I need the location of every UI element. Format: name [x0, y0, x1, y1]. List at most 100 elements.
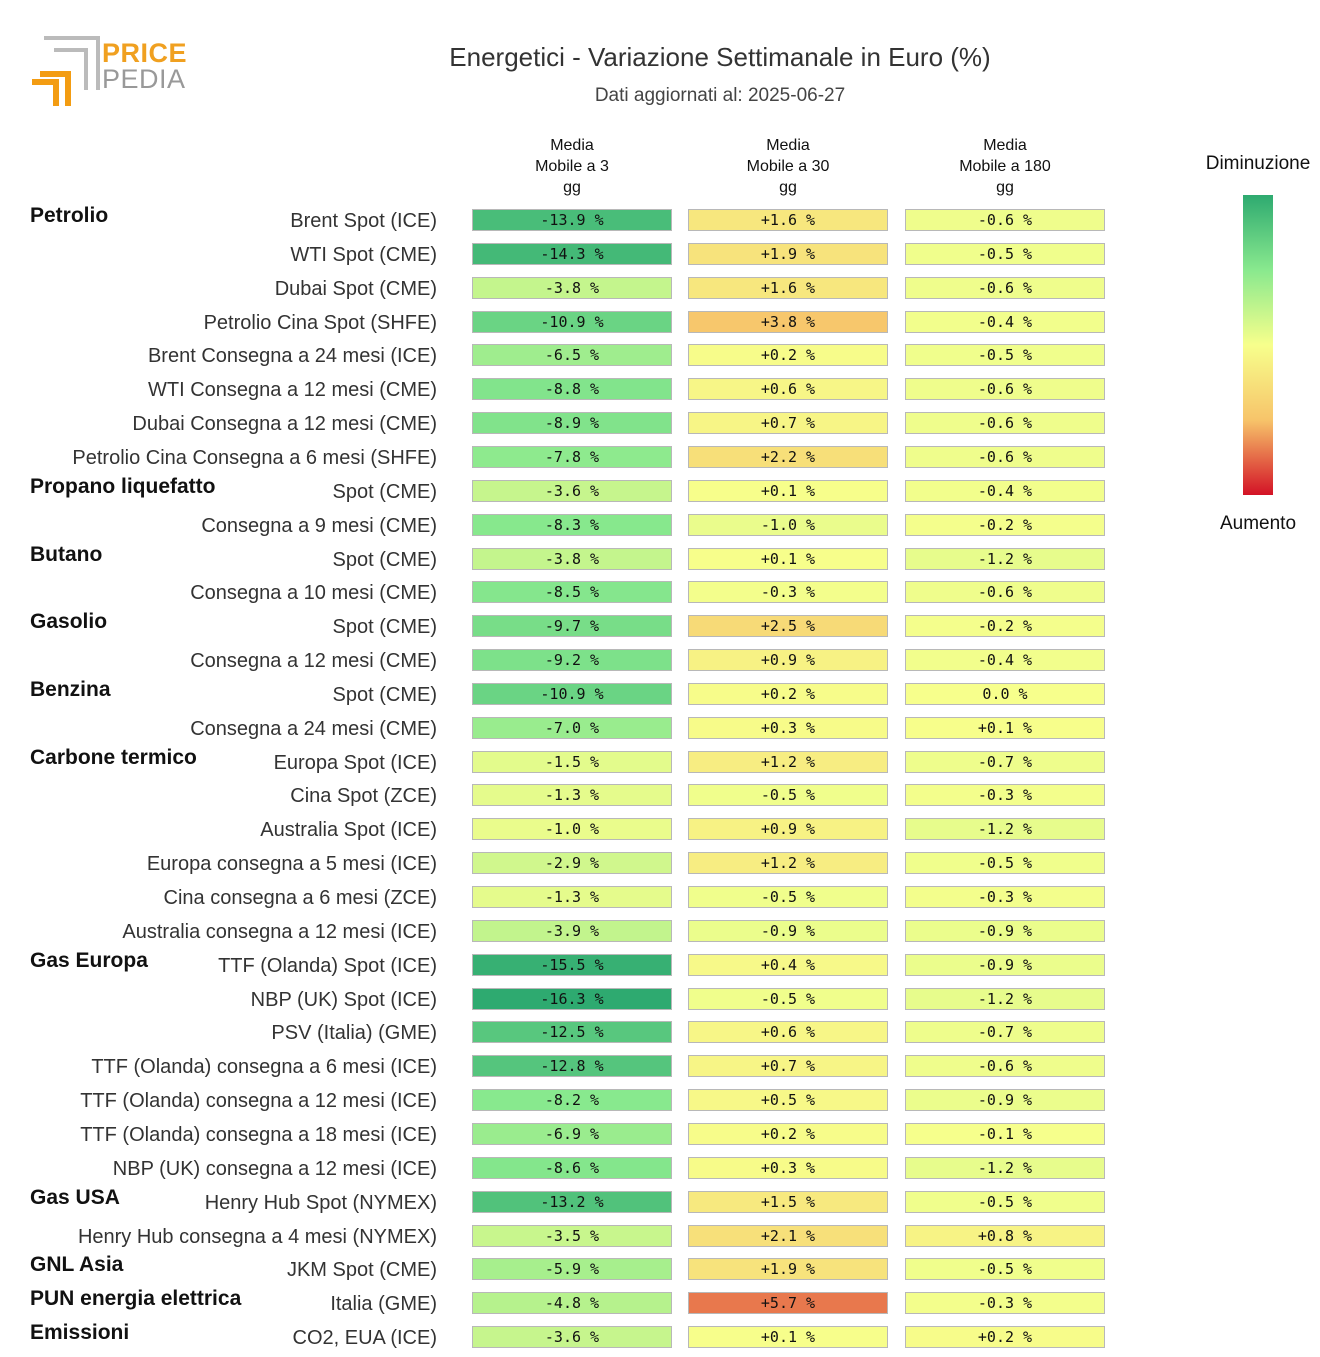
heatmap-cell: +0.9 %: [688, 649, 888, 672]
heatmap-cell: -16.3 %: [472, 987, 672, 1010]
heatmap-cell: -0.5 %: [688, 886, 888, 908]
heatmap-cell: +1.2 %: [688, 852, 888, 875]
row-label: Brent Spot (ICE): [290, 210, 437, 232]
heatmap-cell: -0.6 %: [905, 445, 1105, 468]
column-header-line: Media: [983, 137, 1027, 154]
heatmap-cell: -6.9 %: [472, 1122, 672, 1145]
heatmap-cell: +2.2 %: [688, 445, 888, 468]
heatmap-cell: -8.9 %: [472, 412, 672, 435]
heatmap-cell: +0.7 %: [688, 1055, 888, 1078]
heatmap-cell: -0.3 %: [905, 784, 1105, 807]
heatmap-cell: +5.7 %: [688, 1292, 888, 1315]
heatmap-cell: -0.6 %: [905, 581, 1105, 604]
heatmap-cell: -10.9 %: [472, 310, 672, 333]
heatmap-cell: +1.5 %: [688, 1190, 888, 1213]
row-label: TTF (Olanda) consegna a 12 mesi (ICE): [80, 1090, 437, 1113]
heatmap-cell: +0.6 %: [688, 1021, 888, 1044]
row-label: Australia Spot (ICE): [260, 819, 437, 842]
heatmap-cell: +0.1 %: [688, 547, 888, 570]
heatmap-cell: -10.9 %: [472, 682, 672, 705]
row-label: WTI Spot (CME): [290, 243, 437, 266]
group-label: Butano: [30, 542, 103, 566]
heatmap-cell: -8.6 %: [472, 1156, 672, 1179]
column-header-1: Media Mobile a 3 gg: [471, 135, 673, 198]
group-label: Benzina: [30, 677, 111, 701]
heatmap-cell: -13.2 %: [472, 1190, 672, 1213]
heatmap-cell: -4.8 %: [472, 1292, 672, 1315]
heatmap-cell: +0.2 %: [688, 1122, 888, 1145]
heatmap-cell: -5.9 %: [472, 1258, 672, 1281]
heatmap-cell: +1.9 %: [688, 242, 888, 265]
heatmap-cell: -0.4 %: [905, 649, 1105, 672]
column-header-line: gg: [563, 179, 581, 196]
group-label: Gas Europa: [30, 948, 148, 972]
heatmap-cell: -9.7 %: [472, 615, 672, 638]
heatmap-cell: -0.6 %: [905, 378, 1105, 401]
heatmap-cell: +1.6 %: [688, 209, 888, 231]
logo-mark-icon: [32, 36, 100, 106]
row-label: Brent Consegna a 24 mesi (ICE): [147, 345, 437, 368]
column-header-line: Media: [550, 137, 594, 154]
heatmap-cell: -1.2 %: [905, 818, 1105, 841]
heatmap-cell: -0.5 %: [905, 242, 1105, 265]
heatmap-cell: +0.1 %: [905, 716, 1105, 739]
heatmap-cell: -0.5 %: [688, 784, 888, 807]
heatmap-cell: -0.5 %: [905, 1190, 1105, 1213]
heatmap-cell: -3.9 %: [472, 919, 672, 942]
heatmap-cell: -0.3 %: [688, 581, 888, 604]
heatmap-cell: -1.3 %: [472, 886, 672, 908]
heatmap-cell: +0.4 %: [688, 953, 888, 976]
heatmap-cell: 0.0 %: [905, 682, 1105, 705]
group-label: Gasolio: [30, 610, 108, 634]
row-label: TTF (Olanda) consegna a 6 mesi (ICE): [91, 1056, 437, 1079]
heatmap-cell: -0.9 %: [688, 919, 888, 942]
row-label: JKM Spot (CME): [286, 1259, 437, 1282]
row-label: Spot (CME): [332, 683, 437, 706]
group-label: Gas USA: [30, 1185, 120, 1209]
heatmap-cell: +2.5 %: [688, 615, 888, 638]
legend-bottom-label: Aumento: [1219, 513, 1297, 534]
logo-text-price: PRICE: [102, 38, 188, 68]
row-label: Consegna a 24 mesi (CME): [190, 717, 437, 740]
heatmap-cell: -0.3 %: [905, 1292, 1105, 1315]
heatmap-cell: -0.5 %: [905, 344, 1105, 367]
column-header-3: Media Mobile a 180 gg: [904, 135, 1106, 198]
row-label: NBP (UK) consegna a 12 mesi (ICE): [112, 1157, 437, 1180]
row-label: Dubai Consegna a 12 mesi (CME): [132, 413, 437, 436]
heatmap-cell: -14.3 %: [472, 242, 672, 265]
column-header-line: Mobile a 180: [959, 158, 1051, 175]
row-label: Dubai Spot (CME): [274, 277, 437, 300]
heatmap-cell: -0.9 %: [905, 1089, 1105, 1112]
heatmap-cell: -7.0 %: [472, 716, 672, 739]
heatmap-cell: -8.3 %: [472, 513, 672, 536]
heatmap-cell: +1.6 %: [688, 276, 888, 299]
heatmap-cell: -0.5 %: [688, 987, 888, 1010]
row-label: Cina consegna a 6 mesi (ZCE): [163, 887, 437, 909]
row-label: Spot (CME): [332, 480, 437, 503]
row-label: PSV (Italia) (GME): [271, 1022, 437, 1045]
heatmap-cell: +0.8 %: [905, 1224, 1105, 1247]
color-scale-bar: [1243, 195, 1273, 495]
heatmap-cell: -0.2 %: [905, 615, 1105, 638]
group-label: Emissioni: [30, 1321, 130, 1345]
row-label: CO2, EUA (ICE): [292, 1327, 437, 1350]
heatmap-cell: -3.6 %: [472, 479, 672, 502]
heatmap-cell: -0.4 %: [905, 310, 1105, 333]
heatmap-cell: -0.6 %: [905, 412, 1105, 435]
heatmap-cell: +0.2 %: [688, 344, 888, 367]
heatmap-cell: -0.5 %: [905, 1258, 1105, 1281]
heatmap-cell: -8.5 %: [472, 581, 672, 604]
row-label: Henry Hub Spot (NYMEX): [204, 1191, 437, 1214]
heatmap-cell: +0.3 %: [688, 1156, 888, 1179]
heatmap-cell: -3.8 %: [472, 547, 672, 570]
heatmap-cell: +0.1 %: [688, 1326, 888, 1349]
column-header-line: gg: [996, 179, 1014, 196]
heatmap-cell: +0.9 %: [688, 818, 888, 841]
heatmap-cell: -0.6 %: [905, 276, 1105, 299]
heatmap-cell: -0.4 %: [905, 479, 1105, 502]
heatmap-cell: -15.5 %: [472, 953, 672, 976]
heatmap-cell: -0.1 %: [905, 1122, 1105, 1145]
column-header-line: Media: [766, 137, 810, 154]
heatmap-cell: -7.8 %: [472, 445, 672, 468]
heatmap-cell: -13.9 %: [472, 209, 672, 231]
